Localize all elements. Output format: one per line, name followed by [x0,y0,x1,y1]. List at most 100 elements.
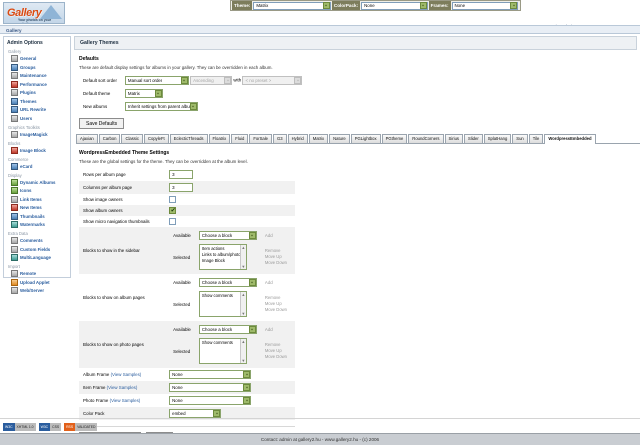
sidebar-item-comments[interactable]: Comments [11,237,67,244]
sidebar-item-watermarks[interactable]: Watermarks [11,221,67,228]
new-albums-select[interactable]: Inherit settings from parent album [124,102,198,111]
sidebar-item-upload-applet[interactable]: Upload Applet [11,278,67,286]
remove-block-link[interactable]: Remove [264,248,281,254]
chevron-down-icon[interactable] [248,326,256,334]
tab-sirius[interactable]: Sirius [444,134,464,144]
sidebar-item-thumbnails[interactable]: Thumbnails [11,212,67,220]
add-block-link[interactable]: Add [260,323,291,337]
colorpack-select[interactable]: None [361,1,428,10]
sidebar-item-image-block[interactable]: Image Block [11,146,67,154]
tab-slider[interactable]: Slider [464,134,483,144]
sidebar-item-link-items[interactable]: Link Items [11,195,67,203]
tab-pglightbox[interactable]: PGLightbox [350,134,381,144]
tab-g3[interactable]: G3 [273,134,287,144]
validation-badge[interactable]: W3C XHTML 1.0 [3,423,36,431]
chevron-down-icon[interactable] [510,2,518,9]
sidebar-item-icons[interactable]: Icons [11,187,67,194]
add-block-link[interactable]: Add [260,229,291,243]
tab-floatrix[interactable]: Floatrix [208,134,231,144]
chevron-down-icon[interactable] [248,232,256,240]
list-item[interactable]: Show comments [201,293,233,299]
chevron-down-icon[interactable] [419,2,427,9]
view-samples-link[interactable]: (View Samples) [110,372,142,378]
available-block-select[interactable]: Choose a block [198,325,257,335]
tab-classic[interactable]: Classic [121,134,143,144]
move-down-link[interactable]: Move Down [264,260,287,266]
select-album-frame[interactable]: None [169,370,252,380]
chevron-down-icon[interactable] [180,77,188,84]
sidebar-item-remote[interactable]: Remote [11,270,67,277]
chevron-down-icon[interactable] [248,279,256,287]
selected-blocks-list[interactable]: Show comments ▲ ▼ [198,291,247,318]
tab-pgtheme[interactable]: PGtheme [381,134,408,144]
tab-matrix[interactable]: Matrix [308,134,329,144]
input-columns-per-album-page[interactable]: 3 [169,183,194,193]
default-sort-order-select[interactable]: Manual sort order [124,76,189,85]
checkbox-show-micro-navigation-thumbnails[interactable] [169,218,177,226]
view-samples-link[interactable]: (View Samples) [109,398,141,404]
available-block-select[interactable]: Choose a block [198,278,257,288]
chevron-down-icon[interactable] [189,103,197,110]
gallery-logo[interactable]: Gallery Your photos on your website [3,2,65,24]
view-samples-link[interactable]: (View Samples) [106,385,138,391]
theme-select[interactable]: Matrix [253,1,331,10]
sidebar-item-imagemagick[interactable]: ImageMagick [11,130,67,138]
move-down-link[interactable]: Move Down [264,354,287,360]
sidebar-item-maintenance[interactable]: Maintenance [11,72,67,79]
list-item[interactable]: Item actions [201,246,225,252]
scroll-up-icon[interactable]: ▲ [241,292,246,298]
checkbox-show-image-owners[interactable] [169,196,177,204]
chevron-down-icon[interactable] [243,371,251,379]
move-up-link[interactable]: Move Up [264,254,282,260]
sidebar-item-new-items[interactable]: New Items [11,204,67,211]
sidebar-item-ecard[interactable]: eCard [11,162,67,170]
sidebar-item-web-server[interactable]: Web/Server [11,287,67,294]
remove-block-link[interactable]: Remove [264,295,281,301]
scrollbar[interactable]: ▲ ▼ [239,245,246,270]
tab-sun[interactable]: Sun [512,134,528,144]
sidebar-item-users[interactable]: Users [11,114,67,122]
move-up-link[interactable]: Move Up [264,348,282,354]
chevron-down-icon[interactable] [213,410,221,418]
frames-select[interactable]: None [451,1,519,10]
select-item-frame[interactable]: None [169,383,252,393]
default-theme-select[interactable]: Matrix [124,89,163,98]
save-defaults-button[interactable]: Save Defaults [79,118,125,129]
move-down-link[interactable]: Move Down [264,307,287,313]
list-item[interactable]: Show comments [201,340,233,346]
select-photo-frame[interactable]: None [169,396,252,406]
scroll-down-icon[interactable]: ▼ [241,264,246,270]
color-pack-select[interactable]: embed [169,409,222,419]
tab-tile[interactable]: Tile [528,134,544,144]
sidebar-item-performance[interactable]: Performance [11,80,67,88]
sidebar-item-custom-fields[interactable]: Custom Fields [11,245,67,253]
sidebar-item-plugins[interactable]: Plugins [11,89,67,96]
chevron-down-icon[interactable] [322,2,330,9]
tab-splathang[interactable]: SplatHang [483,134,512,144]
selected-blocks-list[interactable]: Show comments ▲ ▼ [198,338,247,365]
scroll-down-icon[interactable]: ▼ [241,311,246,317]
remove-block-link[interactable]: Remove [264,342,281,348]
scroll-down-icon[interactable]: ▼ [241,358,246,364]
input-rows-per-album-page[interactable]: 3 [169,170,194,180]
list-item[interactable]: Links to album/photo peers [201,252,246,258]
sidebar-item-dynamic-albums[interactable]: Dynamic Albums [11,178,67,186]
sidebar-item-multilanguage[interactable]: MultiLanguage [11,254,67,261]
tab-hybrid[interactable]: Hybrid [287,134,308,144]
available-block-select[interactable]: Choose a block [198,231,257,241]
sidebar-item-groups[interactable]: Groups [11,63,67,71]
tab-roundcorners[interactable]: RoundCorners [408,134,444,144]
checkbox-show-album-owners[interactable] [169,207,177,215]
move-up-link[interactable]: Move Up [264,301,282,307]
sidebar-item-themes[interactable]: Themes [11,97,67,105]
add-block-link[interactable]: Add [264,279,273,285]
tab-eclecticthreads[interactable]: EclecticThreads [169,134,208,144]
chevron-down-icon[interactable] [243,397,251,405]
sidebar-item-url-rewrite[interactable]: URL Rewrite [11,106,67,113]
scroll-up-icon[interactable]: ▲ [241,339,246,345]
validation-badge[interactable]: RSS VALIDATED [64,423,98,431]
sidebar-item-general[interactable]: General [11,55,67,62]
chevron-down-icon[interactable] [154,90,162,97]
tab-wordpressembedded[interactable]: WordpressEmbedded [544,134,596,145]
